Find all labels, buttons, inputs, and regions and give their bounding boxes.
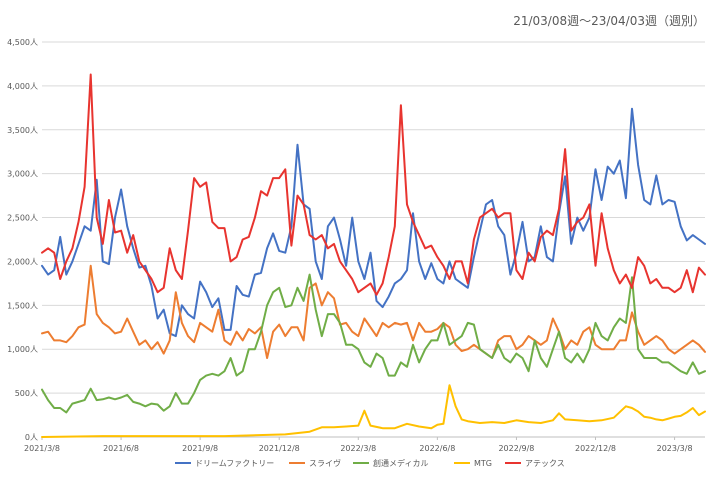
y-tick-label: 4,500人 xyxy=(7,38,38,47)
x-axis: 2021/3/8 2021/6/8 2021/9/8 2021/12/8 2022/3/… xyxy=(24,437,693,453)
x-tick-label: 2021/6/8 xyxy=(103,444,139,453)
x-tick-label: 2022/6/8 xyxy=(419,444,455,453)
x-tick-label: 2023/3/8 xyxy=(657,444,693,453)
legend-label: 創通メディカル xyxy=(373,458,428,468)
y-tick-label: 500人 xyxy=(15,389,38,398)
series-line-3 xyxy=(41,273,706,414)
series-line-5 xyxy=(41,73,706,296)
y-tick-label: 2,500人 xyxy=(7,214,38,223)
x-tick-label: 2022/9/8 xyxy=(498,444,534,453)
legend-label: アテックス xyxy=(525,459,565,468)
x-tick-label: 2021/12/8 xyxy=(259,444,300,453)
x-tick-label: 2022/3/8 xyxy=(340,444,376,453)
y-axis: 0人 500人 1,000人 1,500人 2,000人 2,500人 3,000人 3,50… xyxy=(7,38,38,442)
series-line-4 xyxy=(41,384,706,438)
series-line-1 xyxy=(41,107,706,338)
y-tick-label: 3,000人 xyxy=(7,170,38,179)
y-tick-label: 1,500人 xyxy=(7,301,38,310)
legend-label: ドリームファクトリー xyxy=(195,459,274,468)
series-lines xyxy=(41,73,706,438)
y-tick-label: 0人 xyxy=(25,433,38,442)
series-line-2 xyxy=(41,264,706,359)
x-tick-label: 2021/9/8 xyxy=(182,444,218,453)
x-tick-label: 2022/12/8 xyxy=(575,444,616,453)
chart-title: 21/03/08週〜23/04/03週（週別） xyxy=(513,14,705,28)
y-tick-label: 2,000人 xyxy=(7,257,38,266)
legend-label: MTG xyxy=(474,459,492,468)
y-tick-label: 4,000人 xyxy=(7,82,38,91)
x-tick-label: 2021/3/8 xyxy=(24,444,60,453)
y-tick-label: 3,500人 xyxy=(7,126,38,135)
legend-label: スライヴ xyxy=(309,458,341,468)
y-tick-label: 1,000人 xyxy=(7,345,38,354)
legend: ドリームファクトリー スライヴ 創通メディカル MTG アテックス xyxy=(175,458,565,468)
